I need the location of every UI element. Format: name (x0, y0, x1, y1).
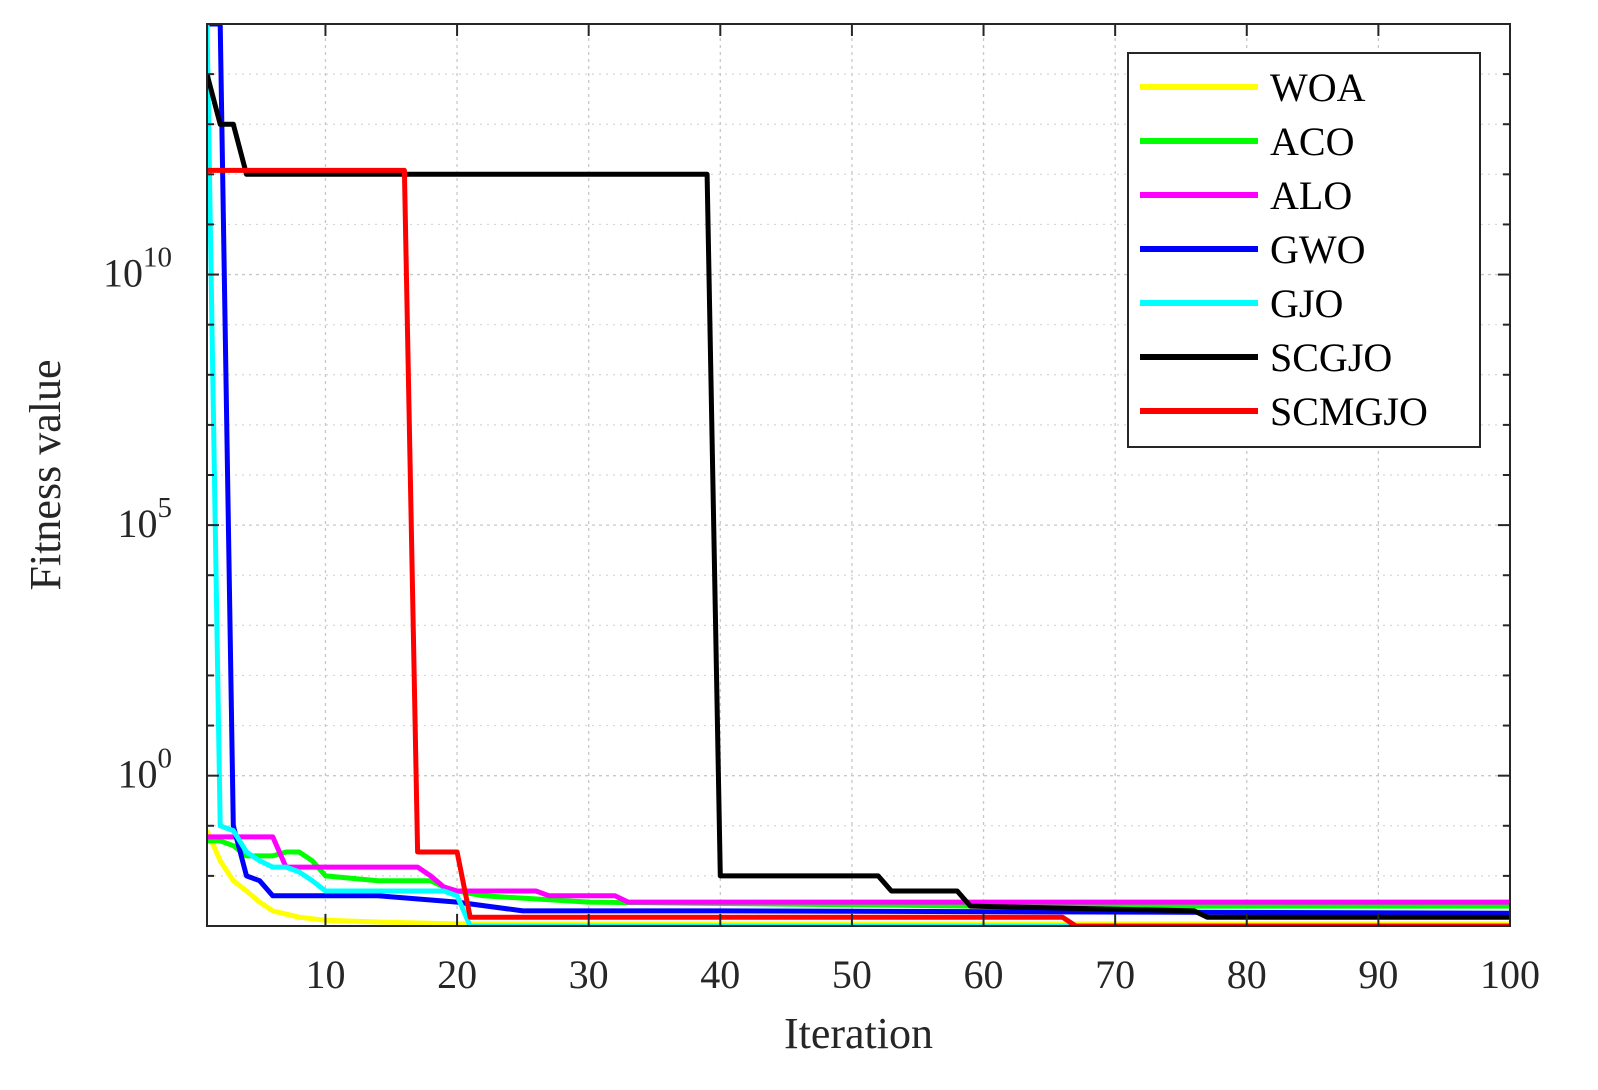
axis-ticks (207, 23, 1511, 927)
legend-label-scmgjo: SCMGJO (1270, 389, 1428, 434)
legend-label-gjo: GJO (1270, 281, 1343, 326)
series-line-scmgjo (207, 167, 1510, 926)
series-lines (207, 24, 1510, 926)
series-line-woa (207, 829, 1510, 926)
x-tick-label: 80 (1227, 952, 1267, 997)
x-tick-label: 70 (1095, 952, 1135, 997)
legend-label-aco: ACO (1270, 119, 1354, 164)
legend-label-woa: WOA (1270, 65, 1366, 110)
x-tick-label: 50 (832, 952, 872, 997)
x-tick-label: 30 (569, 952, 609, 997)
x-tick-label: 40 (700, 952, 740, 997)
y-tick-label: 105 (118, 492, 173, 546)
y-tick-labels: 100 105 1010 (103, 242, 172, 797)
x-tick-labels: 10 20 30 40 50 60 70 80 90 100 (305, 952, 1540, 997)
x-tick-label: 20 (437, 952, 477, 997)
y-tick-label: 1010 (103, 242, 172, 296)
legend-label-scgjo: SCGJO (1270, 335, 1392, 380)
x-tick-label: 100 (1480, 952, 1540, 997)
x-tick-label: 60 (964, 952, 1004, 997)
x-tick-label: 10 (305, 952, 345, 997)
x-axis-title: Iteration (784, 1009, 933, 1058)
series-line-alo (207, 834, 1510, 905)
y-axis-title: Fitness value (21, 360, 70, 591)
legend-label-gwo: GWO (1270, 227, 1366, 272)
series-line-gjo (207, 24, 1510, 926)
x-tick-label: 90 (1358, 952, 1398, 997)
series-line-scgjo (207, 73, 1510, 920)
legend-label-alo: ALO (1270, 173, 1352, 218)
series-line-gwo (207, 24, 1510, 916)
legend: WOA ACO ALO GWO GJO SCGJO SCMGJO (1127, 52, 1481, 448)
y-tick-label: 100 (118, 743, 173, 797)
